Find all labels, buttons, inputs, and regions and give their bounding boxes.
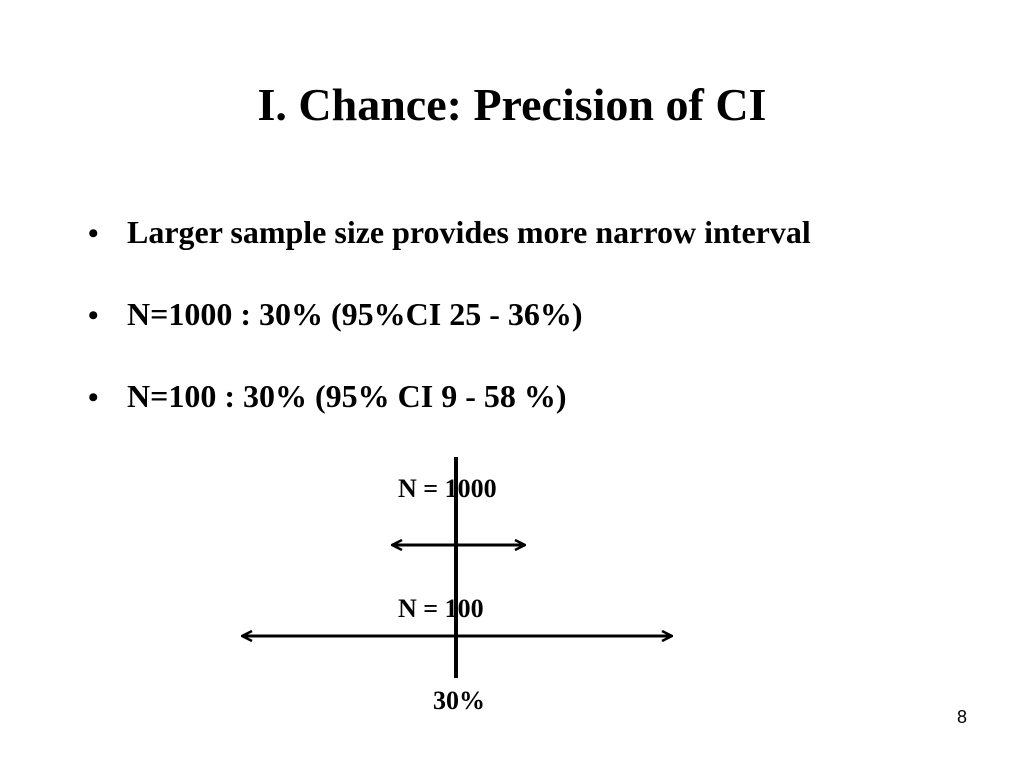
- diagram-label: N = 100: [398, 594, 484, 623]
- bullet-text: Larger sample size provides more narrow …: [127, 214, 811, 250]
- page-number: 8: [957, 707, 967, 727]
- diagram-label: N = 1000: [398, 474, 497, 503]
- bullet-dot: •: [88, 381, 99, 414]
- diagram-label: 30%: [433, 686, 485, 715]
- slide-title: I. Chance: Precision of CI: [258, 79, 767, 130]
- bullet-text: N=1000 : 30% (95%CI 25 - 36%): [127, 296, 583, 332]
- bullet-dot: •: [88, 299, 99, 332]
- bullet-dot: •: [88, 217, 99, 250]
- bullet-text: N=100 : 30% (95% CI 9 - 58 %): [127, 378, 567, 414]
